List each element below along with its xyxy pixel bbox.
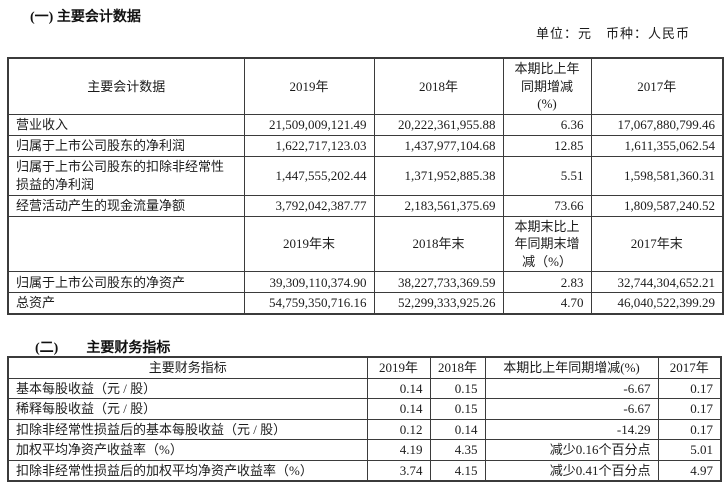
section2-title-number: (二)	[35, 341, 59, 356]
value-2019: 21,509,009,121.49	[243, 113, 375, 136]
row-label: 扣除非经常性损益后的基本每股收益（元 / 股）	[7, 418, 368, 441]
table-row: 归属于上市公司股东的扣除非经常性损益的净利润 1,447,555,202.44 …	[7, 155, 724, 196]
table-header-row: 主要会计数据 2019年 2018年 本期比上年 同期增减 (%) 2017年	[7, 57, 724, 115]
value-2017: 0.17	[657, 377, 722, 400]
value-2017: 0.17	[657, 418, 722, 441]
table-row: 归属于上市公司股东的净利润 1,622,717,123.03 1,437,977…	[7, 134, 724, 157]
unit-currency-note: 单位：元 币种：人民币	[535, 26, 690, 41]
table-row: 归属于上市公司股东的净资产 39,309,110,374.90 38,227,7…	[7, 271, 724, 294]
col-header-2018: 2018年	[429, 356, 486, 379]
value-2017: 17,067,880,799.46	[590, 113, 724, 136]
table-row: 稀释每股收益（元 / 股） 0.14 0.15 -6.67 0.17	[7, 398, 722, 420]
col-subheader-2018end: 2018年末	[373, 215, 504, 273]
value-2019: 3.74	[366, 459, 431, 482]
value-2018: 0.14	[429, 418, 486, 441]
value-2018: 0.15	[429, 377, 486, 400]
table-row: 加权平均净资产收益率（%） 4.19 4.35 减少0.16个百分点 5.01	[7, 439, 722, 461]
value-2017: 5.01	[657, 439, 722, 461]
col-header-change: 本期比上年 同期增减 (%)	[502, 57, 592, 115]
value-2018: 4.35	[429, 439, 486, 461]
table-subheader-row: 2019年末 2018年末 本期末比上 年同期末增 减（%） 2017年末	[7, 215, 724, 273]
table-row: 基本每股收益（元 / 股） 0.14 0.15 -6.67 0.17	[7, 377, 722, 400]
section1-title: (一) 主要会计数据	[30, 10, 141, 25]
col-subheader-empty	[7, 215, 245, 273]
value-2017: 46,040,522,399.29	[590, 292, 724, 315]
row-label: 归属于上市公司股东的扣除非经常性损益的净利润	[7, 155, 245, 196]
table-row: 扣除非经常性损益后的基本每股收益（元 / 股） 0.12 0.14 -14.29…	[7, 418, 722, 441]
col-header-2019: 2019年	[366, 356, 431, 379]
value-2017: 4.97	[657, 459, 722, 482]
value-2019: 4.19	[366, 439, 431, 461]
value-2019: 1,447,555,202.44	[243, 155, 375, 196]
value-2017: 32,744,304,652.21	[590, 271, 724, 294]
value-2019: 3,792,042,387.77	[243, 194, 375, 217]
col-header-2017: 2017年	[657, 356, 722, 379]
value-change: 12.85	[502, 134, 592, 157]
value-2019: 0.14	[366, 398, 431, 420]
value-2018: 1,371,952,885.38	[373, 155, 504, 196]
col-header-metric: 主要会计数据	[7, 57, 245, 115]
value-change: 2.83	[502, 271, 592, 294]
value-2018: 0.15	[429, 398, 486, 420]
col-header-2019: 2019年	[243, 57, 375, 115]
value-2018: 1,437,977,104.68	[373, 134, 504, 157]
section2-title: (二) 主要财务指标	[35, 337, 170, 357]
table-row: 营业收入 21,509,009,121.49 20,222,361,955.88…	[7, 113, 724, 136]
col-header-2018: 2018年	[373, 57, 504, 115]
col-subheader-2019end: 2019年末	[243, 215, 375, 273]
value-change: 6.36	[502, 113, 592, 136]
table-row: 总资产 54,759,350,716.16 52,299,333,925.26 …	[7, 292, 724, 315]
accounting-data-table: 主要会计数据 2019年 2018年 本期比上年 同期增减 (%) 2017年 …	[7, 57, 724, 315]
value-2019: 39,309,110,374.90	[243, 271, 375, 294]
value-2019: 1,622,717,123.03	[243, 134, 375, 157]
col-subheader-change: 本期末比上 年同期末增 减（%）	[502, 215, 592, 273]
row-label: 加权平均净资产收益率（%）	[7, 439, 368, 461]
col-header-2017: 2017年	[590, 57, 724, 115]
row-label: 总资产	[7, 292, 245, 315]
value-change: 减少0.41个百分点	[484, 459, 659, 482]
value-change: -6.67	[484, 377, 659, 400]
value-2017: 0.17	[657, 398, 722, 420]
row-label: 经营活动产生的现金流量净额	[7, 194, 245, 217]
table-row: 经营活动产生的现金流量净额 3,792,042,387.77 2,183,561…	[7, 194, 724, 217]
value-2019: 0.14	[366, 377, 431, 400]
row-label: 稀释每股收益（元 / 股）	[7, 398, 368, 420]
section2-title-text: 主要财务指标	[86, 341, 171, 356]
value-change: 减少0.16个百分点	[484, 439, 659, 461]
row-label: 归属于上市公司股东的净利润	[7, 134, 245, 157]
value-2017: 1,809,587,240.52	[590, 194, 724, 217]
value-2017: 1,598,581,360.31	[590, 155, 724, 196]
value-change: 4.70	[502, 292, 592, 315]
value-change: -14.29	[484, 418, 659, 441]
col-subheader-2017end: 2017年末	[590, 215, 724, 273]
value-2018: 2,183,561,375.69	[373, 194, 504, 217]
value-2017: 1,611,355,062.54	[590, 134, 724, 157]
value-2018: 4.15	[429, 459, 486, 482]
table-row: 扣除非经常性损益后的加权平均净资产收益率（%） 3.74 4.15 减少0.41…	[7, 459, 722, 482]
value-2018: 52,299,333,925.26	[373, 292, 504, 315]
value-2018: 38,227,733,369.59	[373, 271, 504, 294]
row-label: 基本每股收益（元 / 股）	[7, 377, 368, 400]
col-header-indicator: 主要财务指标	[7, 356, 368, 379]
col-header-change: 本期比上年同期增减(%)	[484, 356, 659, 379]
financial-indicators-table: 主要财务指标 2019年 2018年 本期比上年同期增减(%) 2017年 基本…	[7, 356, 722, 482]
value-change: -6.67	[484, 398, 659, 420]
value-change: 5.51	[502, 155, 592, 196]
table-header-row: 主要财务指标 2019年 2018年 本期比上年同期增减(%) 2017年	[7, 356, 722, 379]
row-label: 营业收入	[7, 113, 245, 136]
value-2019: 0.12	[366, 418, 431, 441]
value-2018: 20,222,361,955.88	[373, 113, 504, 136]
value-change: 73.66	[502, 194, 592, 217]
row-label: 扣除非经常性损益后的加权平均净资产收益率（%）	[7, 459, 368, 482]
row-label: 归属于上市公司股东的净资产	[7, 271, 245, 294]
value-2019: 54,759,350,716.16	[243, 292, 375, 315]
